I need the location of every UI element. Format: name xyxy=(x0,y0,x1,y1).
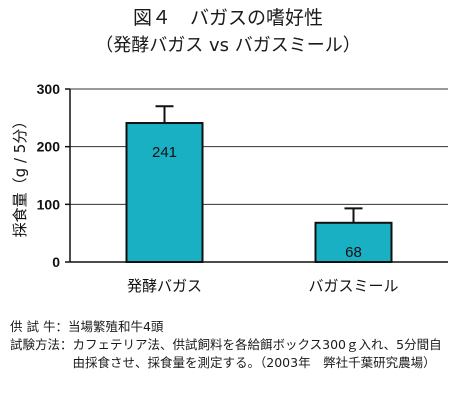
y-tick-label: 200 xyxy=(37,139,61,155)
axes xyxy=(65,88,448,263)
y-tick-label: 0 xyxy=(52,254,60,270)
chart-title: 図４ バガスの嗜好性 xyxy=(132,7,323,29)
note-key: 供 試 牛： xyxy=(10,319,68,334)
note-value: 当場繁殖和牛4頭 xyxy=(67,319,164,334)
note-row: 供 試 牛： 当場繁殖和牛4頭 xyxy=(10,318,450,336)
axis-labels: 0 100 200 300 241 発酵バガス 68 バガスミール 採食量（g / 5分） xyxy=(11,81,399,295)
data-label: 241 xyxy=(152,144,177,161)
x-tick-label: 発酵バガス xyxy=(127,277,202,295)
x-tick-label: バガスミール xyxy=(308,277,398,295)
bars xyxy=(125,105,393,263)
note-key: 試験方法： xyxy=(10,337,73,352)
y-tick-label: 300 xyxy=(37,81,61,97)
notes: 供 試 牛： 当場繁殖和牛4頭 試験方法： カフェテリア法、供試飼料を各給餌ボックス3… xyxy=(10,318,450,372)
note-value: カフェテリア法、供試飼料を各給餌ボックス300ｇ入れ、5分間自由採食させ、採食量… xyxy=(72,337,442,370)
note-row: 試験方法： カフェテリア法、供試飼料を各給餌ボックス300ｇ入れ、5分間自由採食さ… xyxy=(10,336,450,372)
bar-chart: 0 100 200 300 241 発酵バガス 68 バガスミール 採食量（g / 5分） xyxy=(11,81,448,295)
y-tick-label: 100 xyxy=(37,196,61,212)
chart-subtitle: （発酵バガス vs バガスミール） xyxy=(95,35,361,56)
data-label: 68 xyxy=(345,244,362,261)
y-axis-label: 採食量（g / 5分） xyxy=(11,114,29,238)
